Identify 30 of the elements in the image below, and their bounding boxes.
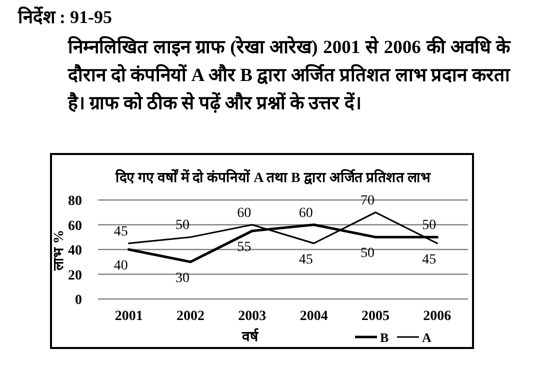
text: निम्नलिखित लाइन ग्राफ (रेखा आरेख) 2001 से 2006 की अवधि के दौरान दो कंपनियों A और B द्वारा अर्जित प्रतिशत लाभ प्रदान करता है। ग्राफ को ठीक से पढ़ें और प्रश्नों के उत्तर दें। (68, 35, 510, 116)
data-label: 45 (114, 224, 128, 240)
x-tick-label: 2006 (423, 309, 452, 324)
x-tick-label: 2005 (362, 309, 390, 324)
x-tick-label: 2002 (176, 309, 204, 324)
data-label: 50 (176, 218, 190, 234)
text: निर्देश : 91-95 (18, 6, 112, 28)
y-axis-title: लाभ % (52, 230, 67, 272)
data-label: 50 (360, 246, 374, 262)
y-tick-label: 40 (68, 244, 82, 258)
data-label: 60 (237, 206, 252, 221)
y-tick-label: 0 (75, 293, 82, 308)
data-label: 45 (422, 252, 436, 268)
x-tick-label: 2004 (300, 309, 328, 324)
chart-title: दिए गए वर्षों में दो कंपनियों A तथा B द्वारा अर्जित प्रतिशत लाभ (114, 169, 432, 186)
data-label: 70 (360, 193, 374, 208)
data-label: 40 (114, 258, 128, 274)
data-label: 50 (422, 218, 436, 234)
x-tick-label: 2003 (238, 309, 266, 324)
data-label: 30 (176, 270, 190, 286)
x-axis-title: वर्ष (241, 328, 259, 345)
legend-label: A (422, 330, 432, 345)
data-label: 60 (298, 206, 313, 221)
data-label: 45 (298, 252, 313, 268)
data-label: 55 (237, 240, 252, 255)
x-tick-label: 2001 (114, 309, 143, 324)
y-tick-label: 20 (68, 268, 82, 284)
legend-label: B (380, 330, 389, 345)
y-tick-label: 60 (68, 218, 82, 234)
y-tick-label: 80 (68, 194, 82, 209)
